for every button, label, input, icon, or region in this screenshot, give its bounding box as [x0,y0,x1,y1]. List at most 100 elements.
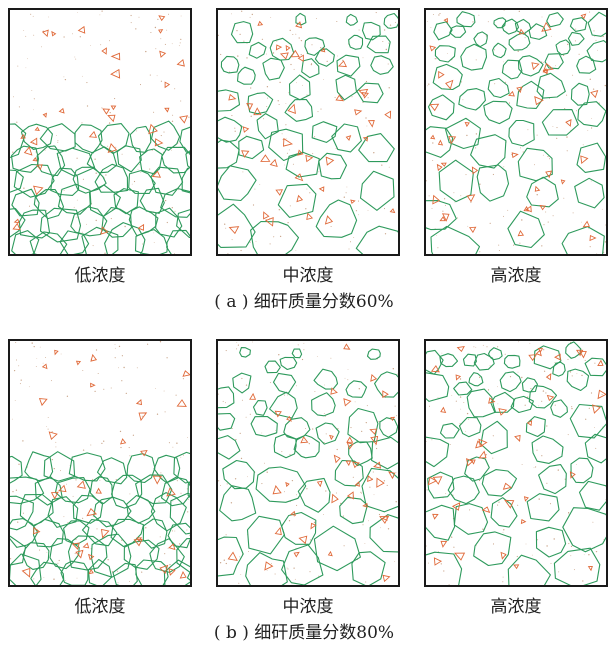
coarse-particle [89,476,113,505]
particle-plot-a-high [426,10,606,254]
coarse-particle [93,496,132,528]
dust-speck [139,84,142,86]
dust-speck [225,227,227,229]
dust-speck [394,405,396,407]
fine-particle [58,107,65,114]
dust-speck [545,392,547,394]
fine-particle [518,28,525,35]
dust-speck [554,361,556,363]
dust-speck [605,499,606,501]
dust-speck [554,404,556,406]
particle-plot-b-medium [218,341,398,585]
dust-speck [141,415,143,417]
dust-speck [63,76,65,78]
dust-speck [434,58,436,60]
fine-particle [468,226,477,234]
dust-speck [521,219,523,221]
dust-speck [441,352,443,354]
dust-speck [298,37,300,39]
coarse-particle [218,412,236,431]
coarse-particle [218,89,241,112]
dust-speck [573,569,575,571]
dust-speck [250,87,252,89]
coarse-particle [526,493,560,522]
dust-speck [588,554,590,556]
coarse-particle [453,381,473,396]
coarse-particle [57,183,92,215]
dust-speck [382,40,384,43]
fine-particle [168,543,176,551]
fine-particle [575,349,584,357]
dust-speck [432,160,434,161]
dust-speck [568,513,570,515]
dust-speck [107,559,109,561]
dust-speck [538,405,540,407]
coarse-particle [30,561,65,585]
dust-speck [368,520,369,522]
fine-particle [159,50,167,58]
dust-speck [593,30,595,32]
coarse-particle [555,39,571,56]
dust-speck [130,14,132,17]
dust-speck [362,524,364,526]
coarse-particle [218,536,244,577]
dust-speck [249,241,251,243]
coarse-particle [43,451,76,482]
coarse-particle [370,55,394,75]
dust-speck [64,78,67,81]
dust-speck [365,117,367,119]
dust-speck [150,31,152,34]
dust-speck [454,201,456,203]
coarse-particle [526,176,559,208]
dust-speck [502,581,504,583]
fine-particle [546,394,555,402]
dust-speck [166,221,168,224]
fine-particle [274,410,282,418]
dust-speck [180,15,182,17]
coarse-particle [458,416,482,438]
coarse-particle [366,35,391,54]
label-a-high: 高浓度 [490,266,542,286]
dust-speck [42,362,44,364]
dust-speck [550,562,552,564]
coarse-particle [587,11,606,37]
dust-speck [309,571,311,573]
dust-speck [225,534,227,536]
coarse-particle [501,18,520,35]
dust-speck [223,559,225,561]
fine-particle [294,173,304,182]
dust-speck [75,58,77,60]
dust-speck [531,554,533,556]
dust-speck [56,135,58,137]
coarse-particle [313,368,339,390]
label-a-low: 低浓度 [74,266,126,286]
coarse-particle [246,515,285,555]
dust-speck [279,235,282,238]
dust-speck [132,434,135,436]
fine-particle [440,406,447,413]
fine-particle [376,477,385,488]
dust-speck [121,539,123,541]
coarse-particle [570,457,594,484]
dust-speck [81,75,83,77]
coarse-particle [256,113,279,140]
dust-speck [518,10,520,13]
fine-particle [471,166,479,175]
coarse-particle [434,45,456,63]
dust-speck [46,551,48,553]
coarse-particle [433,21,453,41]
dust-speck [427,85,429,87]
dust-speck [288,149,290,151]
fine-particle [310,522,317,530]
coarse-particle [39,207,82,243]
coarse-particle [493,17,507,29]
dust-speck [589,11,591,13]
dust-speck [567,43,569,46]
fine-particle [75,549,84,559]
fine-particle [597,389,606,400]
fine-particle [179,115,189,124]
dust-speck [266,53,267,55]
dust-speck [497,386,498,388]
dust-speck [451,536,453,538]
fine-particle [12,222,21,231]
